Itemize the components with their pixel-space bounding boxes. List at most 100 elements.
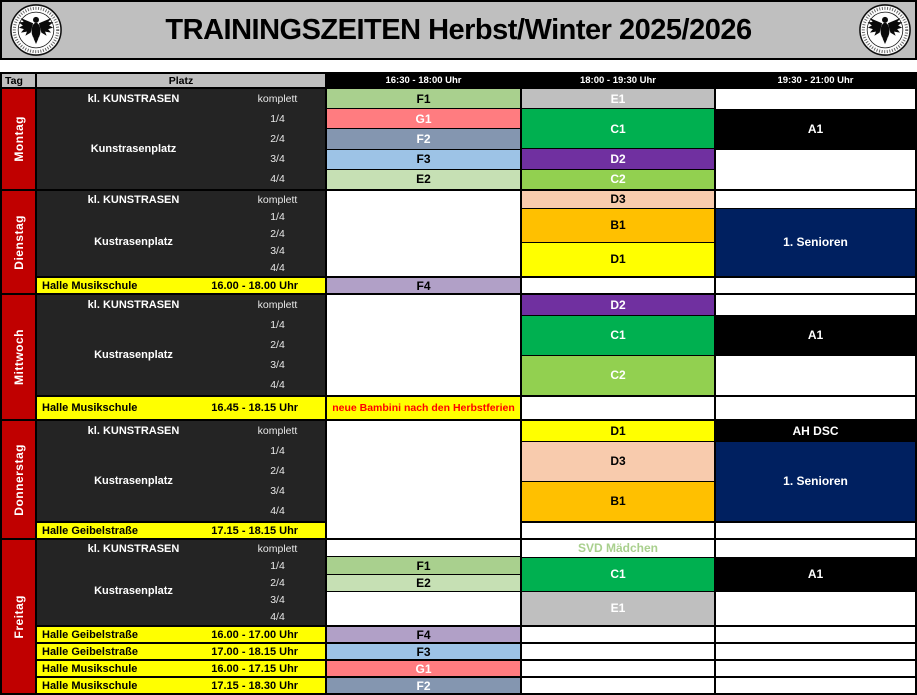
slot-cell-ah-dsc: AH DSC [716, 421, 915, 441]
time-slot-column-2: D3 B1 D1 [520, 191, 714, 276]
time-slot-column-3: A1 [714, 295, 915, 395]
slot-cell-empty [327, 540, 520, 557]
day-section-donnerstag: Donnerstag kl. KUNSTRASEN Kustrasenplatz ko… [2, 419, 915, 538]
slot-cell-b1: B1 [522, 480, 714, 521]
pitch-name: kl. KUNSTRASEN [87, 193, 180, 206]
time-slot-column-2: D1 D3 B1 [520, 421, 714, 521]
hall-name: Halle Geibelstraße [42, 645, 138, 658]
day-section-montag: Montag kl. KUNSTRASEN Kunstrasenplatz kompl… [2, 87, 915, 190]
slot-cell-e2: E2 [327, 168, 520, 190]
tag-column-header: Tag [2, 74, 37, 87]
hall-slot-cell-empty [520, 395, 714, 419]
pitch-cell: kl. KUNSTRASEN Kustrasenplatz komplett 1/4 2… [37, 191, 325, 276]
day-label-text: Montag [11, 116, 26, 162]
pitch-part-label-4-4: 4/4 [270, 610, 285, 623]
day-label-text: Mittwoch [11, 329, 26, 385]
slot-cell-empty [716, 89, 915, 109]
hall-time: 16.45 - 18.15 Uhr [211, 402, 299, 414]
hall-row-halle-geibelstraße: Halle Geibelstraße 16.00 - 17.00 Uhr [37, 625, 325, 642]
hall-time: 17.15 - 18.15 Uhr [211, 524, 299, 537]
time-slot-column-3: 1. Senioren [714, 191, 915, 276]
pitch-part-label-3-4: 3/4 [270, 359, 285, 371]
pitch-part-label-1-4: 1/4 [270, 559, 285, 572]
hall-name: Halle Geibelstraße [42, 628, 138, 641]
hall-row-halle-musikschule: Halle Musikschule 17.15 - 18.30 Uhr [37, 676, 325, 693]
pitch-part-label-komplett: komplett [257, 425, 298, 437]
day-label-montag: Montag [2, 89, 37, 189]
pitch-part-label-2-4: 2/4 [270, 576, 285, 589]
pitch-part-label-2-4: 2/4 [270, 133, 285, 145]
hall-slot-cell-empty [520, 625, 714, 642]
club-eagle-seal-left-icon [9, 3, 63, 57]
slot-cell-empty [716, 148, 915, 189]
time-slot-column-2: E1 C1 D2 C2 [520, 89, 714, 190]
hall-slot-cell-empty [714, 395, 915, 419]
hall-slot-cell-f4: F4 [325, 276, 520, 293]
pitch-cell: kl. KUNSTRASEN Kustrasenplatz komplett 1/4 2… [37, 540, 325, 625]
slot-cell-a1: A1 [716, 108, 915, 149]
pitch-part-label-komplett: komplett [257, 193, 298, 206]
field-name: Kustrasenplatz [94, 585, 173, 597]
time-slot-column-1 [325, 295, 520, 395]
slot-cell-c1: C1 [522, 556, 714, 591]
pitch-part-label-1-4: 1/4 [270, 210, 285, 223]
time-column-header-2: 18:00 - 19:30 Uhr [520, 74, 714, 87]
slot-cell-f2: F2 [327, 128, 520, 149]
day-section-freitag: Freitag kl. KUNSTRASEN Kustrasenplatz kompl… [2, 538, 915, 693]
pitch-part-label-4-4: 4/4 [270, 379, 285, 391]
field-name: Kustrasenplatz [94, 475, 173, 487]
slot-cell-d1: D1 [522, 421, 714, 441]
time-slot-column-1: F1 E2 [325, 540, 520, 626]
day-section-dienstag: Dienstag kl. KUNSTRASEN Kustrasenplatz komp… [2, 189, 915, 293]
title-banner: TRAININGSZEITEN Herbst/Winter 2025/2026 [0, 0, 917, 60]
slot-cell-empty [716, 590, 915, 625]
slot-cell-e2: E2 [327, 573, 520, 592]
hall-slot-cell-empty [714, 521, 915, 538]
pitch-part-label-2-4: 2/4 [270, 227, 285, 240]
slot-cell-d2: D2 [522, 295, 714, 315]
pitch-cell: kl. KUNSTRASEN Kustrasenplatz komplett 1/4 2… [37, 295, 325, 395]
time-slot-column-3: A1 [714, 89, 915, 189]
hall-slot-cell-empty [714, 676, 915, 693]
slot-cell-b1: B1 [522, 207, 714, 242]
slot-cell-d2: D2 [522, 148, 714, 169]
slot-cell-c2: C2 [522, 168, 714, 190]
hall-row-halle-musikschule: Halle Musikschule 16.00 - 18.00 Uhr [37, 276, 325, 293]
pitch-name: kl. KUNSTRASEN [87, 542, 180, 555]
time-slot-column-3: A1 [714, 540, 915, 625]
hall-row-halle-musikschule: Halle Musikschule 16.45 - 18.15 Uhr [37, 395, 325, 419]
pitch-part-label-4-4: 4/4 [270, 505, 285, 517]
time-slot-column-1: F1 G1 F2 F3 E2 [325, 89, 520, 190]
slot-cell-empty [327, 295, 520, 395]
field-name: Kunstrasenplatz [90, 143, 177, 155]
hall-slot-cell-empty [714, 659, 915, 676]
time-slot-column-2: D2 C1 C2 [520, 295, 714, 395]
pitch-part-label-2-4: 2/4 [270, 339, 285, 351]
hall-row-halle-geibelstraße: Halle Geibelstraße 17.00 - 18.15 Uhr [37, 642, 325, 659]
hall-slot-cell-empty [520, 276, 714, 293]
hall-time: 17.15 - 18.30 Uhr [211, 679, 299, 692]
time-slot-column-3: AH DSC 1. Senioren [714, 421, 915, 521]
slot-cell-d1: D1 [522, 241, 714, 276]
slot-cell-empty [716, 540, 915, 557]
club-eagle-seal-right-icon [858, 3, 912, 57]
hall-row-halle-geibelstraße: Halle Geibelstraße 17.15 - 18.15 Uhr [37, 521, 325, 538]
slot-cell-1-senioren: 1. Senioren [716, 207, 915, 276]
pitch-part-label-3-4: 3/4 [270, 153, 285, 165]
hall-name: Halle Musikschule [42, 279, 138, 292]
pitch-part-label-komplett: komplett [257, 93, 298, 105]
hall-slot-cell-empty [520, 642, 714, 659]
slot-cell-empty [327, 191, 520, 276]
day-label-freitag: Freitag [2, 540, 37, 693]
time-column-header-1: 16:30 - 18:00 Uhr [325, 74, 520, 87]
field-name: Kustrasenplatz [94, 349, 173, 361]
slot-cell-empty [327, 591, 520, 626]
slot-cell-d3: D3 [522, 191, 714, 208]
pitch-part-label-4-4: 4/4 [270, 173, 285, 185]
hall-slot-cell-empty [714, 642, 915, 659]
pitch-part-label-3-4: 3/4 [270, 593, 285, 606]
slot-cell-svd-mädchen: SVD Mädchen [522, 540, 714, 557]
pitch-name: kl. KUNSTRASEN [87, 299, 180, 311]
day-label-text: Dienstag [11, 214, 26, 270]
hall-name: Halle Geibelstraße [42, 524, 138, 537]
